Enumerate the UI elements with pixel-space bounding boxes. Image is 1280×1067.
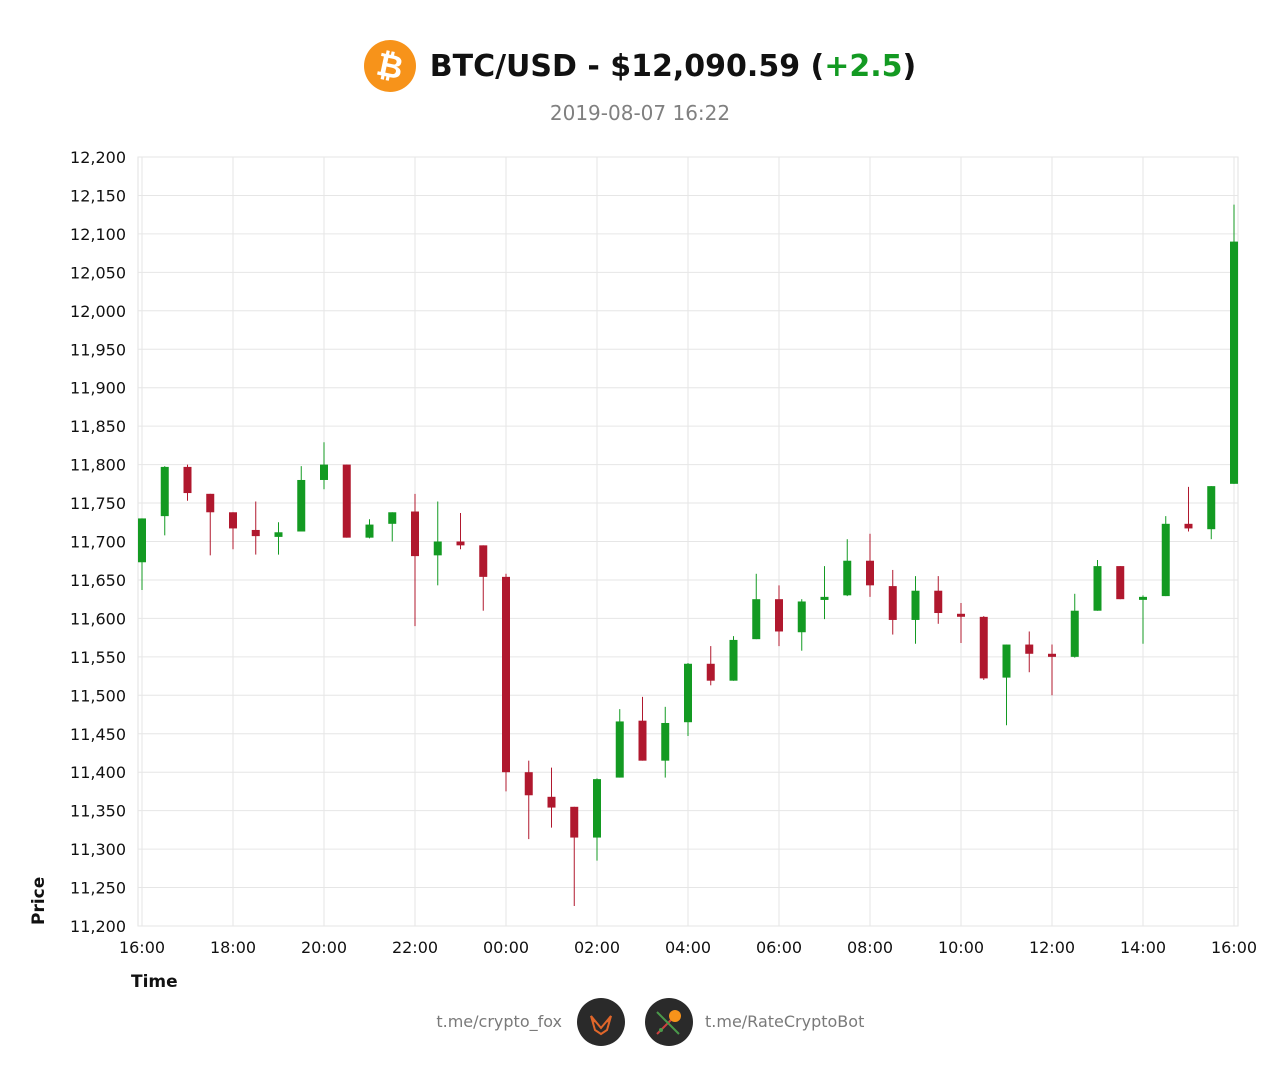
candle-down [229, 512, 237, 529]
candle-up [297, 479, 306, 532]
candle-up [1070, 610, 1079, 657]
footer: t.me/crypto_fox t.me/RateCryptoBot [0, 996, 1280, 1048]
x-tick-label: 00:00 [483, 938, 529, 957]
candle-up [433, 541, 442, 556]
candle-down [524, 772, 533, 796]
candle-down [1048, 653, 1056, 657]
candle-down [183, 466, 192, 494]
candle-up [365, 524, 374, 538]
candle-up [752, 599, 761, 640]
y-tick-label: 11,550 [70, 648, 126, 667]
y-tick-label: 12,100 [70, 225, 126, 244]
bot-avatar-icon[interactable] [645, 998, 693, 1046]
x-tick-label: 04:00 [665, 938, 711, 957]
candle-up [274, 532, 283, 537]
candle-up [388, 512, 397, 524]
y-tick-label: 11,200 [70, 917, 126, 936]
candle-down [479, 545, 488, 577]
x-tick-label: 12:00 [1029, 938, 1075, 957]
x-tick-label: 08:00 [847, 938, 893, 957]
x-tick-label: 18:00 [210, 938, 256, 957]
candle-down [342, 464, 351, 538]
candle-down [1025, 644, 1034, 654]
x-tick-label: 10:00 [938, 938, 984, 957]
candle-down [1116, 566, 1125, 600]
chart-timestamp: 2019-08-07 16:22 [549, 101, 731, 125]
rate-crypto-bot-link[interactable]: t.me/RateCryptoBot [705, 1012, 865, 1031]
y-tick-label: 11,400 [70, 763, 126, 782]
candle-down [1184, 523, 1193, 529]
candlestick-chart: 11,200 11,250 11,300 11,350 11,400 11,450 11,5… [29, 148, 1257, 992]
crypto-fox-link[interactable]: t.me/crypto_fox [436, 1012, 562, 1031]
x-axis-title: Time [131, 972, 178, 992]
y-axis-title: Price [29, 877, 49, 925]
candle-down [570, 806, 579, 838]
candle-down [502, 576, 510, 773]
candle-down [706, 663, 715, 681]
candle-down [411, 511, 419, 557]
candle-up [320, 464, 328, 480]
y-tick-label: 11,850 [70, 417, 126, 436]
chart-header: ₿ BTC/USD - $12,090.59 (+2.5) [0, 36, 1280, 96]
candle-up [1139, 596, 1147, 600]
y-tick-label: 12,150 [70, 186, 126, 205]
y-tick-label: 11,950 [70, 340, 126, 359]
candle-up [729, 639, 738, 681]
candle-up [593, 779, 601, 838]
candle-up [684, 663, 692, 723]
x-tick-label: 16:00 [1211, 938, 1257, 957]
x-tick-label: 06:00 [756, 938, 802, 957]
candle-up [1093, 566, 1102, 611]
price-value: $12,090.59 [610, 48, 801, 84]
candle-down [456, 541, 465, 546]
x-tick-label: 16:00 [119, 938, 165, 957]
candle-up [1161, 523, 1170, 597]
y-tick-label: 11,800 [70, 456, 126, 475]
candle-up [797, 601, 806, 633]
candle-down [979, 616, 988, 679]
candle-up [820, 596, 829, 600]
candle-down [547, 796, 556, 808]
y-tick-label: 12,200 [70, 148, 126, 167]
chart-title: BTC/USD - $12,090.59 (+2.5) [429, 48, 917, 84]
y-tick-label: 11,650 [70, 571, 126, 590]
candle-up [615, 721, 624, 778]
y-tick-label: 11,250 [70, 879, 126, 898]
candle-up [1207, 486, 1216, 530]
y-tick-label: 12,050 [70, 263, 126, 282]
candle-down [251, 529, 260, 537]
candle-down [888, 586, 897, 620]
candle-down [775, 599, 783, 632]
x-tick-label: 20:00 [301, 938, 347, 957]
candle-down [934, 590, 943, 614]
y-tick-label: 11,350 [70, 802, 126, 821]
candle-up [661, 722, 670, 761]
candle-up [160, 466, 169, 517]
fox-avatar-icon[interactable] [577, 998, 625, 1046]
candle-up [138, 518, 146, 563]
y-tick-label: 11,300 [70, 840, 126, 859]
y-tick-label: 11,450 [70, 725, 126, 744]
candle-up [911, 590, 920, 620]
candle-down [638, 720, 647, 761]
price-change: +2.5 [824, 48, 903, 84]
candle-down [866, 560, 874, 586]
pair-label: BTC/USD [429, 48, 577, 84]
x-tick-label: 22:00 [392, 938, 438, 957]
candle-up [1002, 644, 1011, 678]
y-tick-label: 11,700 [70, 533, 126, 552]
y-tick-label: 11,750 [70, 494, 126, 513]
y-tick-label: 11,500 [70, 686, 126, 705]
y-tick-label: 11,600 [70, 609, 126, 628]
candle-down [957, 613, 965, 617]
candle-up [843, 560, 852, 596]
x-tick-label: 02:00 [574, 938, 620, 957]
bitcoin-icon: ₿ [363, 40, 416, 92]
x-tick-label: 14:00 [1120, 938, 1166, 957]
candle-up [1230, 241, 1238, 484]
y-tick-label: 12,000 [70, 302, 126, 321]
candle-down [206, 493, 215, 513]
y-tick-label: 11,900 [70, 379, 126, 398]
